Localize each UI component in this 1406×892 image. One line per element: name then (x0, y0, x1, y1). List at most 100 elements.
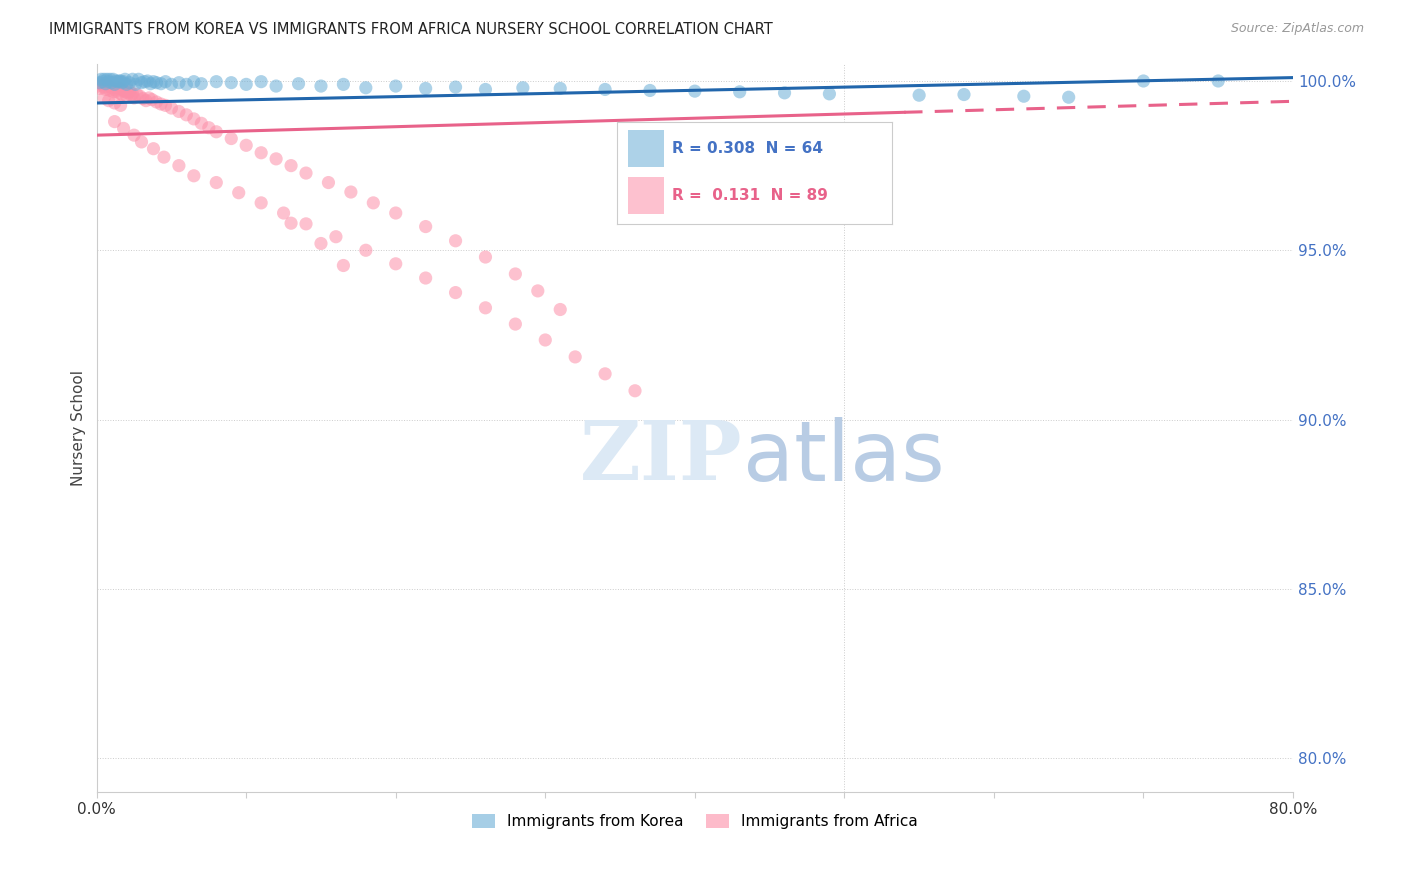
Immigrants from Korea (100, 76, 122, 90)
Immigrants from Africa (94, 82, 117, 96)
Immigrants from Korea (908, 88, 931, 103)
Immigrants from Africa (135, 94, 157, 108)
Immigrants from Africa (121, 87, 143, 101)
Immigrants from Korea (112, 75, 135, 89)
Immigrants from Africa (183, 112, 205, 126)
Immigrants from Africa (138, 91, 160, 105)
Immigrants from Korea (638, 83, 661, 97)
Immigrants from Africa (155, 98, 177, 112)
Immigrants from Africa (295, 217, 318, 231)
Immigrants from Africa (176, 108, 198, 122)
Immigrants from Africa (444, 285, 467, 300)
Immigrants from Korea (115, 78, 138, 92)
Immigrants from Africa (122, 91, 145, 105)
Immigrants from Africa (120, 88, 142, 103)
Immigrants from Africa (117, 86, 139, 100)
Immigrants from Africa (105, 84, 128, 98)
Immigrants from Africa (104, 82, 127, 96)
Immigrants from Africa (624, 384, 647, 398)
Immigrants from Africa (325, 229, 347, 244)
Immigrants from Korea (773, 86, 796, 100)
Immigrants from Korea (149, 77, 172, 91)
Immigrants from Africa (548, 302, 571, 317)
Immigrants from Korea (332, 78, 354, 92)
Immigrants from Africa (340, 185, 363, 199)
Immigrants from Africa (198, 120, 221, 135)
Immigrants from Korea (1012, 89, 1035, 103)
Immigrants from Africa (250, 145, 273, 160)
Immigrants from Africa (110, 98, 132, 112)
Immigrants from Africa (384, 257, 406, 271)
Immigrants from Korea (107, 75, 129, 89)
Immigrants from Africa (474, 250, 496, 264)
Immigrants from Africa (125, 87, 148, 102)
Immigrants from Korea (97, 75, 120, 89)
Immigrants from Africa (110, 81, 132, 95)
Immigrants from Africa (167, 159, 190, 173)
Immigrants from Korea (89, 76, 111, 90)
Immigrants from Korea (444, 80, 467, 95)
Immigrants from Africa (118, 84, 141, 98)
Immigrants from Korea (548, 81, 571, 95)
Immigrants from Korea (183, 75, 205, 89)
Immigrants from Korea (354, 80, 377, 95)
Immigrants from Africa (112, 83, 135, 97)
Immigrants from Korea (108, 74, 131, 88)
Immigrants from Africa (149, 97, 172, 112)
Immigrants from Africa (107, 80, 129, 95)
Immigrants from Africa (264, 152, 287, 166)
Immigrants from Africa (108, 86, 131, 100)
Immigrants from Africa (309, 236, 332, 251)
Immigrants from Africa (219, 131, 242, 145)
Immigrants from Africa (444, 234, 467, 248)
Immigrants from Korea (309, 78, 332, 93)
Immigrants from Korea (264, 78, 287, 93)
Immigrants from Korea (94, 77, 117, 91)
Immigrants from Korea (818, 87, 841, 101)
Immigrants from Africa (235, 138, 257, 153)
Immigrants from Korea (142, 75, 165, 89)
Immigrants from Africa (167, 104, 190, 119)
Immigrants from Korea (145, 76, 167, 90)
Immigrants from Africa (190, 116, 212, 130)
Immigrants from Africa (332, 259, 354, 273)
Immigrants from Africa (90, 77, 112, 91)
Immigrants from Korea (593, 82, 616, 96)
Immigrants from Korea (96, 72, 118, 87)
Immigrants from Africa (96, 78, 118, 92)
Text: IMMIGRANTS FROM KOREA VS IMMIGRANTS FROM AFRICA NURSERY SCHOOL CORRELATION CHART: IMMIGRANTS FROM KOREA VS IMMIGRANTS FROM… (49, 22, 773, 37)
Immigrants from Korea (105, 74, 128, 88)
Immigrants from Korea (205, 75, 228, 89)
Immigrants from Africa (129, 89, 152, 103)
Y-axis label: Nursery School: Nursery School (72, 370, 86, 486)
Immigrants from Korea (512, 80, 534, 95)
Immigrants from Korea (155, 75, 177, 89)
Immigrants from Korea (128, 72, 150, 87)
Immigrants from Africa (415, 219, 437, 234)
Immigrants from Africa (593, 367, 616, 381)
Immigrants from Africa (104, 95, 127, 110)
Immigrants from Africa (183, 169, 205, 183)
Immigrants from Africa (564, 350, 586, 364)
Text: atlas: atlas (742, 417, 945, 498)
Immigrants from Korea (219, 76, 242, 90)
Immigrants from Korea (118, 76, 141, 90)
Immigrants from Africa (114, 85, 136, 99)
Immigrants from Africa (534, 333, 557, 347)
Immigrants from Korea (863, 182, 886, 196)
Immigrants from Africa (89, 81, 111, 95)
Immigrants from Africa (122, 128, 145, 143)
Immigrants from Korea (136, 74, 159, 88)
Immigrants from Africa (228, 186, 250, 200)
Immigrants from Korea (235, 78, 257, 92)
Immigrants from Africa (280, 216, 302, 230)
Immigrants from Korea (160, 78, 183, 92)
Legend: Immigrants from Korea, Immigrants from Africa: Immigrants from Korea, Immigrants from A… (465, 808, 924, 835)
Immigrants from Korea (384, 78, 406, 93)
Immigrants from Africa (160, 101, 183, 115)
Immigrants from Korea (287, 77, 309, 91)
Immigrants from Africa (112, 121, 135, 136)
Immigrants from Korea (134, 75, 156, 89)
Immigrants from Africa (132, 92, 155, 106)
Immigrants from Korea (139, 77, 162, 91)
